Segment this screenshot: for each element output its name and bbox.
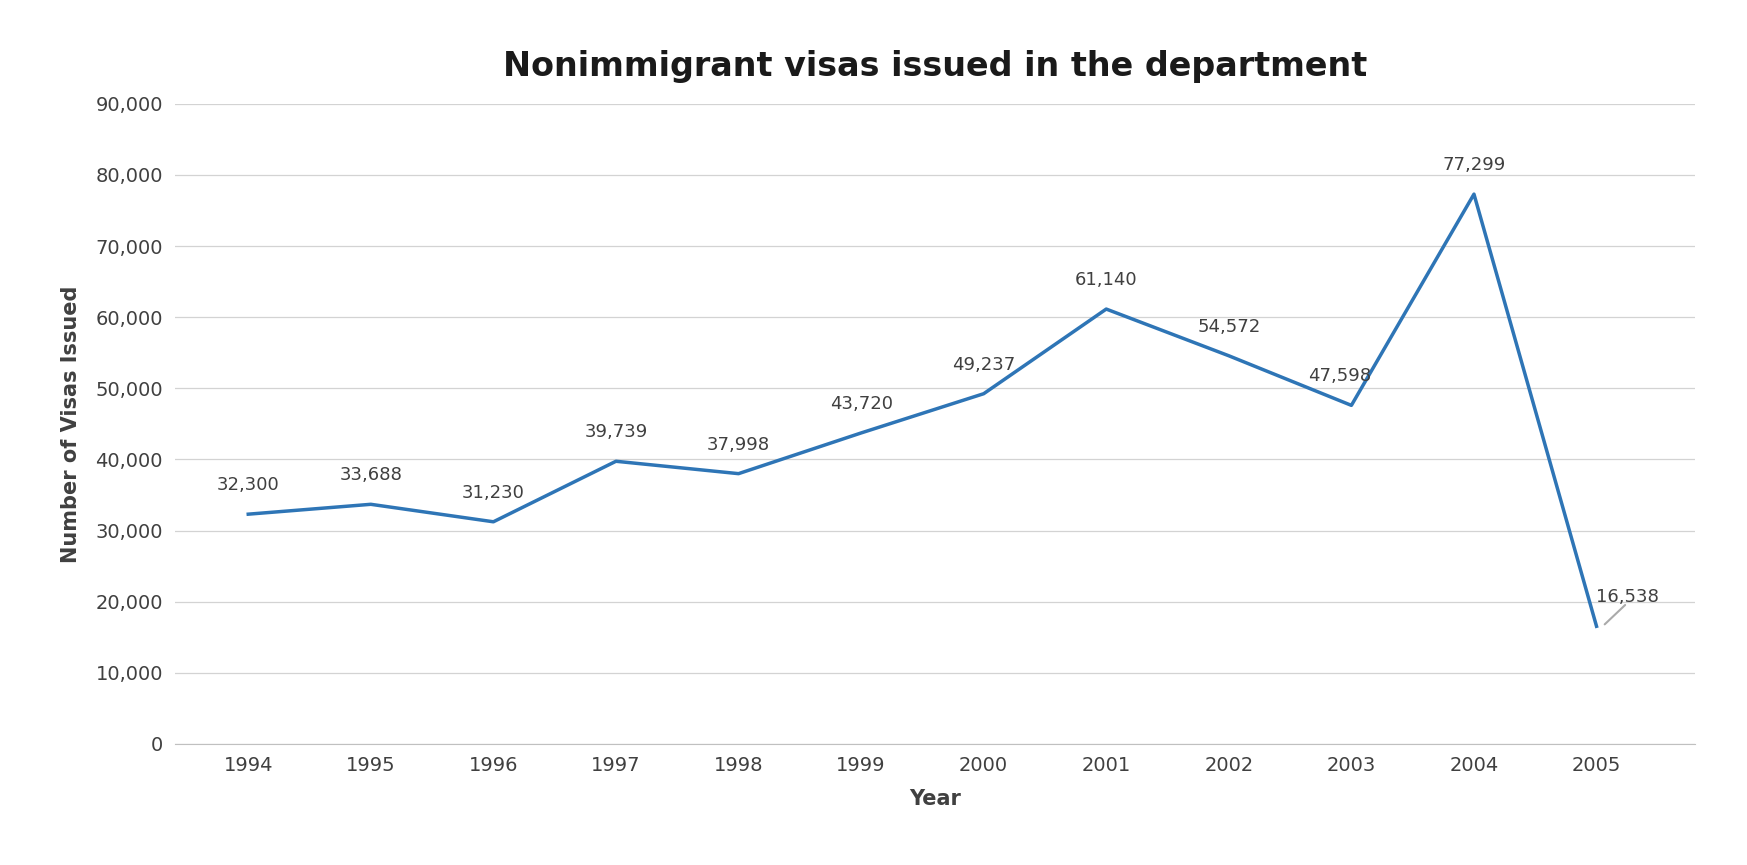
Text: 16,538: 16,538	[1595, 588, 1658, 606]
Text: 33,688: 33,688	[339, 466, 402, 484]
Text: 47,598: 47,598	[1307, 368, 1371, 386]
X-axis label: Year: Year	[908, 789, 961, 809]
Title: Nonimmigrant visas issued in the department: Nonimmigrant visas issued in the departm…	[503, 50, 1366, 83]
Text: 31,230: 31,230	[461, 484, 524, 502]
Text: 49,237: 49,237	[952, 356, 1015, 374]
Text: 77,299: 77,299	[1443, 157, 1506, 174]
Text: 37,998: 37,998	[708, 436, 770, 454]
Y-axis label: Number of Visas Issued: Number of Visas Issued	[61, 285, 82, 562]
Text: 43,720: 43,720	[830, 395, 893, 413]
Text: 39,739: 39,739	[583, 423, 648, 441]
Text: 32,300: 32,300	[217, 477, 280, 494]
Text: 61,140: 61,140	[1074, 271, 1137, 289]
Text: 54,572: 54,572	[1197, 317, 1260, 336]
